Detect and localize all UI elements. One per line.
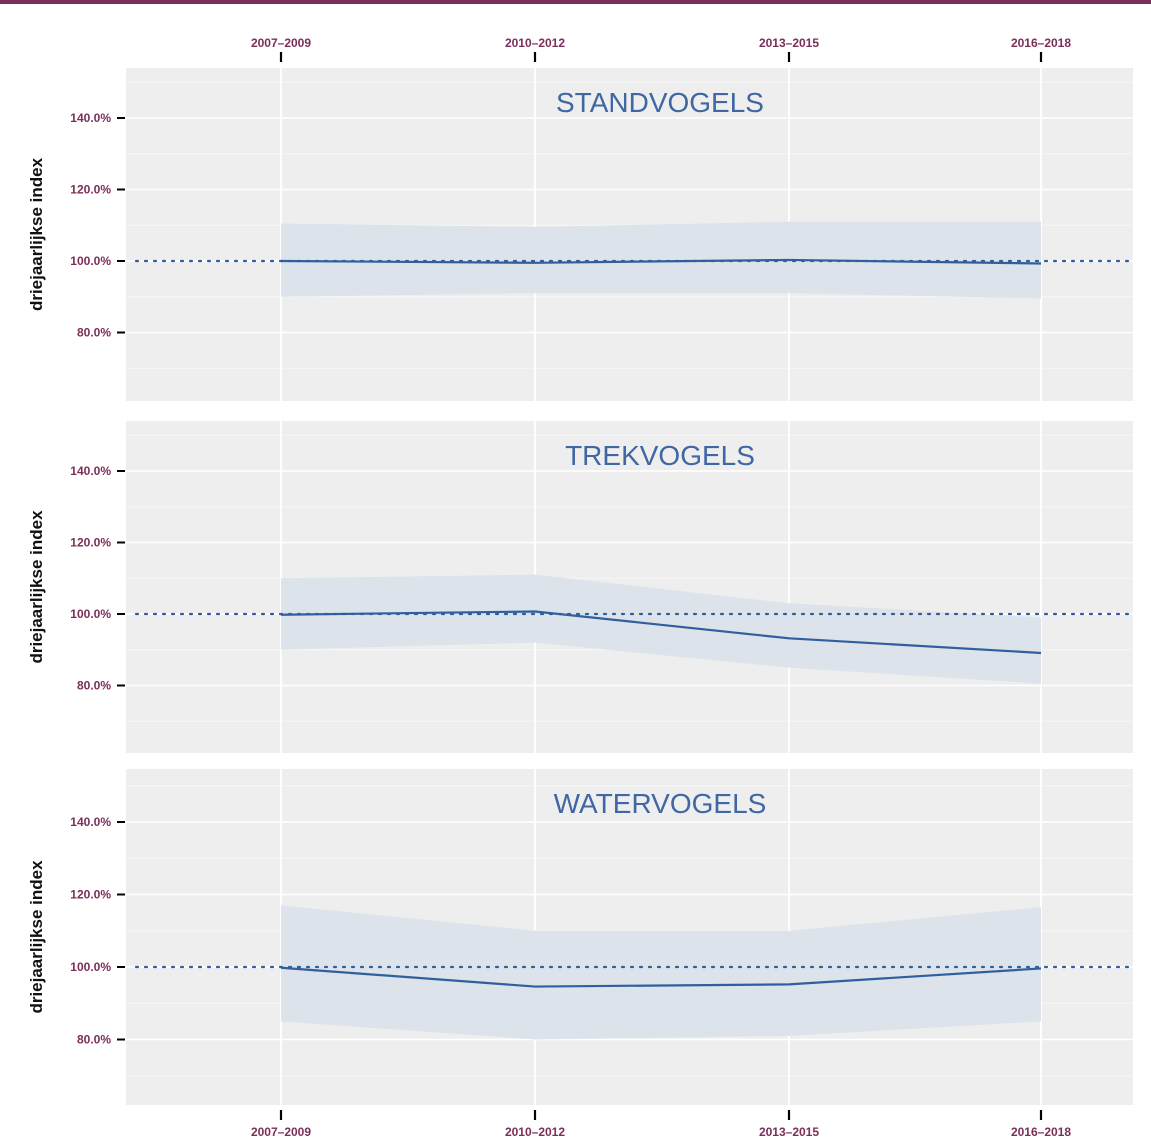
y-tick-label: 120.0% [70, 536, 111, 550]
confidence-band [281, 221, 1041, 299]
y-tick-label: 100.0% [70, 960, 111, 974]
y-tick-label: 100.0% [70, 607, 111, 621]
y-tick-label: 100.0% [70, 254, 111, 268]
y-axis-label: driejaarlijkse index [27, 157, 46, 311]
y-tick-label: 80.0% [77, 679, 111, 693]
top-x-tick-label: 2013–2015 [759, 36, 819, 50]
panel-title: TREKVOGELS [565, 440, 755, 471]
confidence-band [281, 905, 1041, 1040]
y-tick-label: 120.0% [70, 183, 111, 197]
top-x-tick-label: 2010–2012 [505, 36, 565, 50]
panel-title: STANDVOGELS [556, 87, 764, 118]
bottom-x-tick-label: 2016–2018 [1011, 1125, 1071, 1139]
index-line [280, 966, 1042, 988]
bottom-x-tick-label: 2010–2012 [505, 1125, 565, 1139]
y-tick-label: 80.0% [77, 326, 111, 340]
confidence-band [281, 574, 1041, 684]
bottom-x-tick-label: 2013–2015 [759, 1125, 819, 1139]
bottom-x-tick-label: 2007–2009 [251, 1125, 311, 1139]
top-x-tick-label: 2016–2018 [1011, 36, 1071, 50]
y-tick-label: 80.0% [77, 1033, 111, 1047]
index-line [280, 610, 1042, 655]
panel-watervogels: 80.0% 100.0% 120.0% 140.0% driejaarlijkse in… [27, 769, 1133, 1105]
y-tick-label: 140.0% [70, 815, 111, 829]
y-tick-label: 120.0% [70, 888, 111, 902]
y-tick-label: 140.0% [70, 464, 111, 478]
top-accent-rule [0, 0, 1151, 4]
y-tick-label: 140.0% [70, 111, 111, 125]
panel-title: WATERVOGELS [554, 788, 767, 819]
panel-trekvogels: 80.0% 100.0% 120.0% 140.0% driejaarlijkse in… [27, 421, 1133, 753]
y-axis-label: driejaarlijkse index [27, 510, 46, 664]
y-axis-label: driejaarlijkse index [27, 860, 46, 1014]
top-x-tick-label: 2007–2009 [251, 36, 311, 50]
panel-standvogels: 80.0% 100.0% 120.0% 140.0% driejaarlijkse in… [27, 68, 1133, 401]
index-line [280, 258, 1042, 265]
